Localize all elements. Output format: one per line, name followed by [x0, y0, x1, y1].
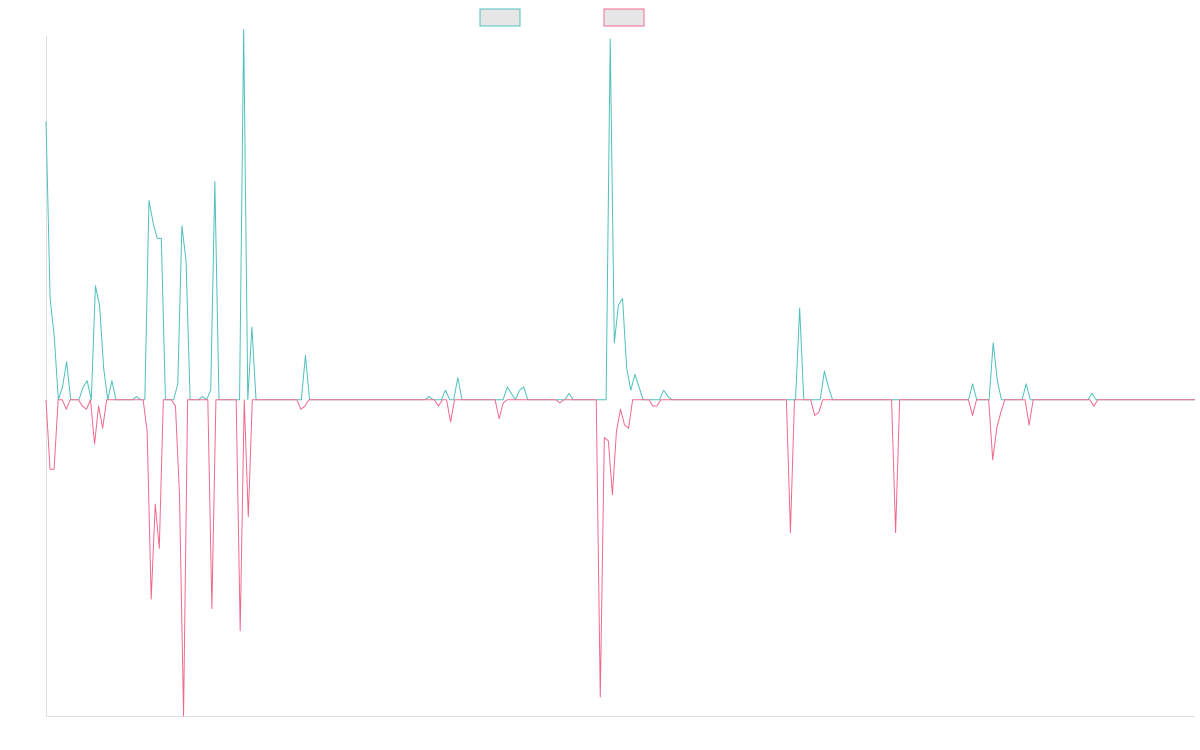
legend-swatch-1[interactable] — [479, 8, 521, 27]
chart-legend[interactable] — [479, 8, 645, 27]
series-layer — [45, 29, 1195, 717]
series-line-1 — [45, 29, 1195, 401]
legend-swatch-2[interactable] — [603, 8, 645, 27]
series-line-2 — [45, 399, 1195, 717]
